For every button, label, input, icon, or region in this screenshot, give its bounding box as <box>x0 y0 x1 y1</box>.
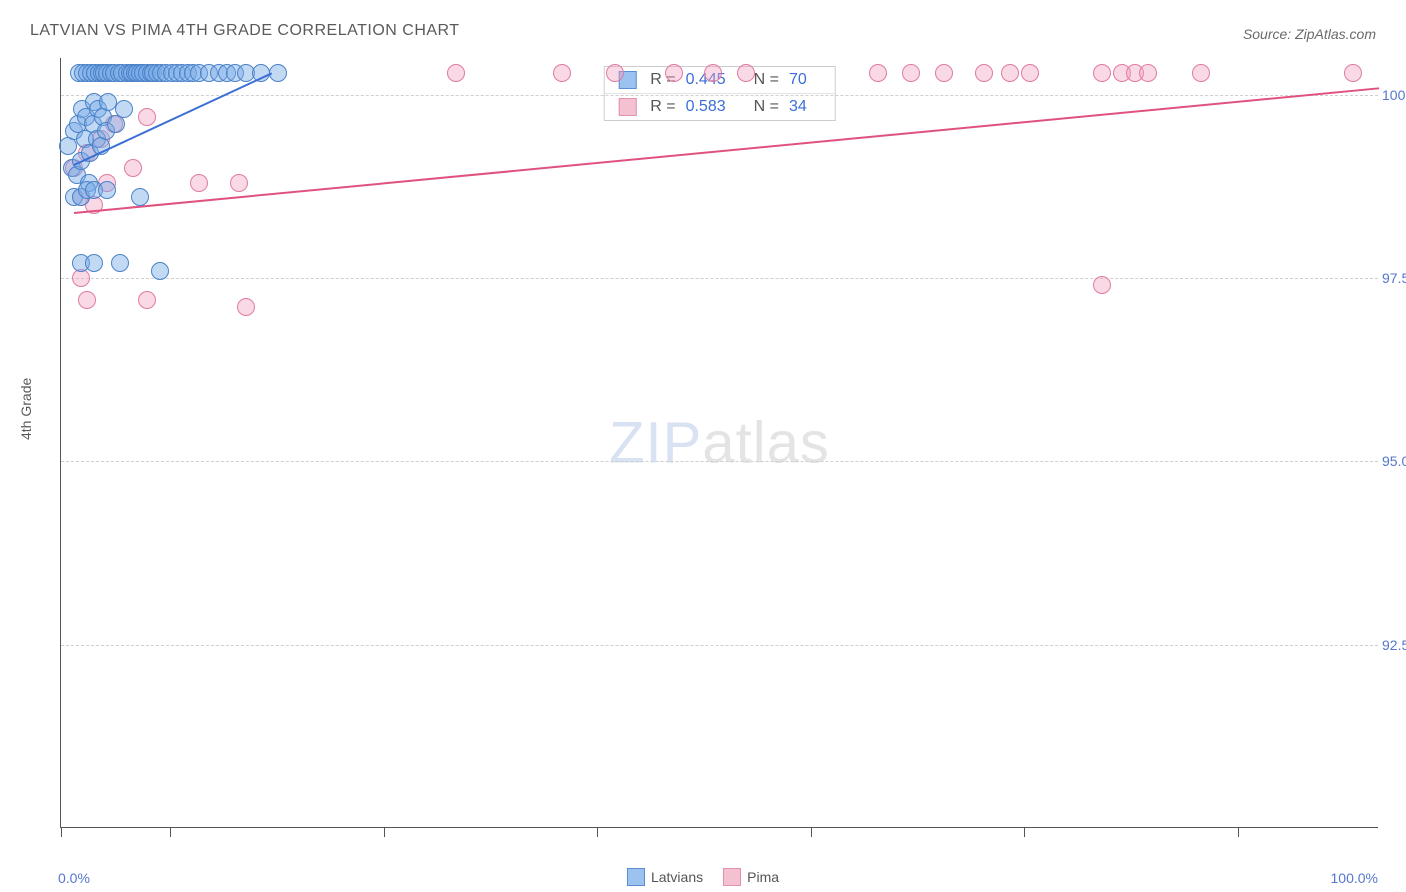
pima-point <box>1192 64 1210 82</box>
pima-point <box>230 174 248 192</box>
scatter-plot-area: ZIPatlas R =0.445N =70R =0.583N =34 100.… <box>60 58 1378 828</box>
watermark-zip: ZIP <box>609 410 702 475</box>
legend-swatch-icon <box>627 868 645 886</box>
pima-point <box>1344 64 1362 82</box>
pima-point <box>935 64 953 82</box>
gridline <box>61 461 1378 462</box>
pima-point <box>737 64 755 82</box>
pima-point <box>553 64 571 82</box>
y-tick-label: 95.0% <box>1382 453 1406 469</box>
legend-label: Latvians <box>651 869 703 885</box>
gridline <box>61 645 1378 646</box>
latvians-point <box>131 188 149 206</box>
legend-item: Latvians <box>627 868 703 886</box>
n-value: 34 <box>789 98 807 116</box>
pima-point <box>124 159 142 177</box>
latvians-point <box>111 254 129 272</box>
swatch-icon <box>618 98 636 116</box>
source-attribution: Source: ZipAtlas.com <box>1243 26 1376 42</box>
pima-point <box>138 291 156 309</box>
pima-point <box>1021 64 1039 82</box>
x-tick <box>1238 827 1239 837</box>
legend-item: Pima <box>723 868 779 886</box>
latvians-point <box>85 254 103 272</box>
latvians-point <box>151 262 169 280</box>
chart-title: LATVIAN VS PIMA 4TH GRADE CORRELATION CH… <box>30 22 460 40</box>
legend-label: Pima <box>747 869 779 885</box>
pima-point <box>902 64 920 82</box>
x-tick <box>1024 827 1025 837</box>
x-tick <box>170 827 171 837</box>
latvians-point <box>98 181 116 199</box>
pima-point <box>665 64 683 82</box>
x-tick <box>384 827 385 837</box>
pima-point <box>704 64 722 82</box>
x-tick <box>61 827 62 837</box>
x-axis-max-label: 100.0% <box>1331 870 1378 886</box>
watermark-atlas: atlas <box>702 410 830 475</box>
n-label: N = <box>754 98 779 116</box>
latvians-point <box>115 100 133 118</box>
pima-point <box>138 108 156 126</box>
pima-point <box>1093 276 1111 294</box>
gridline <box>61 278 1378 279</box>
pima-point <box>1093 64 1111 82</box>
pima-point <box>447 64 465 82</box>
pima-point <box>975 64 993 82</box>
x-tick <box>811 827 812 837</box>
gridline <box>61 95 1378 96</box>
latvians-point <box>269 64 287 82</box>
pima-point <box>237 298 255 316</box>
stats-row-pima: R = 0.583 N = 34 <box>604 94 835 120</box>
legend-swatch-icon <box>723 868 741 886</box>
x-axis-min-label: 0.0% <box>58 870 90 886</box>
n-value: 70 <box>789 71 807 89</box>
pima-point <box>1001 64 1019 82</box>
y-tick-label: 100.0% <box>1382 87 1406 103</box>
r-value: 0.583 <box>686 98 726 116</box>
r-label: R = <box>650 98 675 116</box>
legend: Latvians Pima <box>627 868 779 886</box>
pima-point <box>78 291 96 309</box>
watermark: ZIPatlas <box>609 409 830 476</box>
n-label: N = <box>754 71 779 89</box>
pima-point <box>190 174 208 192</box>
x-tick <box>597 827 598 837</box>
pima-point <box>606 64 624 82</box>
pima-point <box>869 64 887 82</box>
y-tick-label: 92.5% <box>1382 637 1406 653</box>
pima-point <box>1139 64 1157 82</box>
y-axis-label: 4th Grade <box>18 378 34 440</box>
y-tick-label: 97.5% <box>1382 270 1406 286</box>
